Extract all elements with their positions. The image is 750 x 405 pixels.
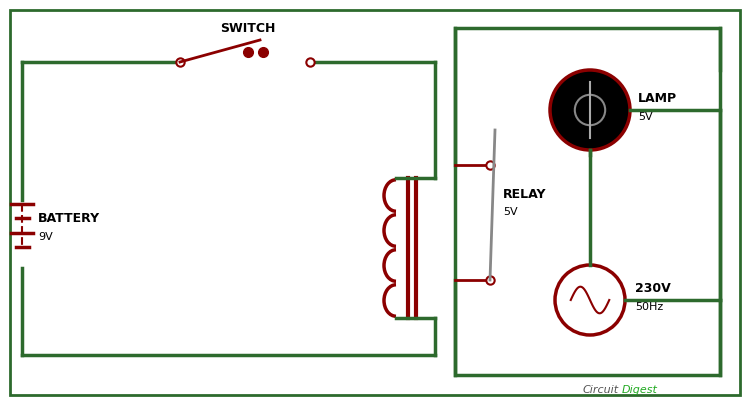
Text: 50Hz: 50Hz — [635, 302, 663, 312]
Text: 5V: 5V — [638, 112, 652, 122]
Text: 230V: 230V — [635, 282, 670, 295]
Text: 9V: 9V — [38, 232, 53, 242]
Text: RELAY: RELAY — [503, 188, 547, 201]
Text: SWITCH: SWITCH — [220, 21, 276, 34]
Text: Circuit: Circuit — [583, 385, 620, 395]
Bar — [455, 28, 720, 375]
Text: LAMP: LAMP — [638, 92, 677, 105]
Circle shape — [550, 70, 630, 150]
Text: BATTERY: BATTERY — [38, 211, 101, 224]
Text: 5V: 5V — [503, 207, 518, 217]
Text: Digest: Digest — [622, 385, 658, 395]
